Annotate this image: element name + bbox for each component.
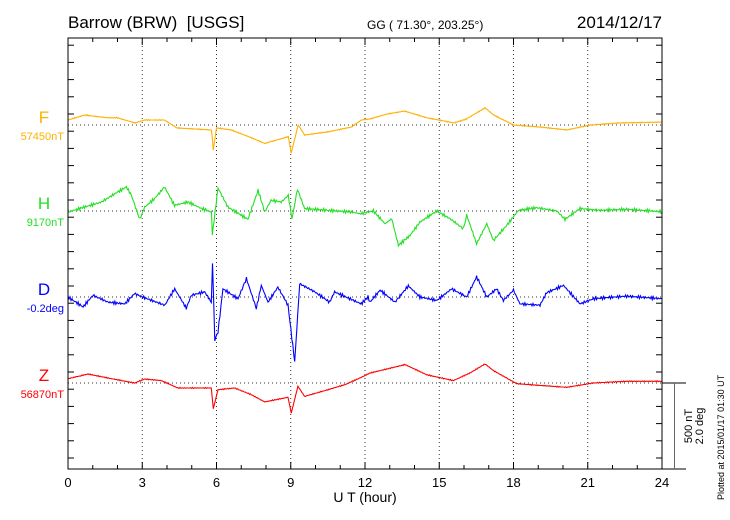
x-tick-label: 12 bbox=[358, 475, 372, 490]
channel-labels: F 57450nT H 9170nT D -0.2deg Z 56870nT bbox=[21, 108, 65, 401]
x-tick-label: 0 bbox=[64, 475, 71, 490]
axis-ticks bbox=[67, 38, 663, 469]
x-tick-label: 24 bbox=[655, 475, 669, 490]
traces bbox=[67, 106, 663, 414]
trace-d bbox=[67, 263, 663, 362]
baseline-label-d: -0.2deg bbox=[27, 303, 64, 315]
trace-z bbox=[67, 363, 663, 414]
chart-title: Barrow (BRW) [USGS] bbox=[68, 13, 244, 32]
plotted-note: Plotted at 2015/01/17 01:30 UT bbox=[716, 374, 726, 500]
channel-name-f: F bbox=[39, 108, 49, 127]
x-tick-labels: 0 3 6 9 12 15 18 21 24 bbox=[64, 475, 669, 490]
channel-name-d: D bbox=[38, 280, 50, 299]
scale-label-nt: 500 nT bbox=[683, 409, 695, 444]
grid bbox=[68, 38, 662, 469]
x-tick-label: 15 bbox=[432, 475, 446, 490]
x-tick-label: 9 bbox=[287, 475, 294, 490]
trace-f bbox=[67, 106, 663, 154]
chart-date: 2014/12/17 bbox=[577, 13, 662, 32]
baseline-label-h: 9170nT bbox=[27, 217, 65, 229]
x-axis-label: U T (hour) bbox=[333, 489, 396, 505]
x-tick-label: 21 bbox=[581, 475, 595, 490]
scale-bar: 500 nT 2.0 deg bbox=[662, 382, 706, 470]
chart-subtitle: GG ( 71.30°, 203.25°) bbox=[367, 18, 483, 32]
baseline-label-f: 57450nT bbox=[21, 131, 65, 143]
channel-name-h: H bbox=[38, 194, 50, 213]
trace-h bbox=[67, 185, 663, 248]
x-tick-label: 6 bbox=[213, 475, 220, 490]
x-tick-label: 18 bbox=[506, 475, 520, 490]
scale-label-deg: 2.0 deg bbox=[694, 408, 706, 445]
baseline-label-z: 56870nT bbox=[21, 389, 65, 401]
x-tick-label: 3 bbox=[139, 475, 146, 490]
channel-name-z: Z bbox=[39, 366, 49, 385]
